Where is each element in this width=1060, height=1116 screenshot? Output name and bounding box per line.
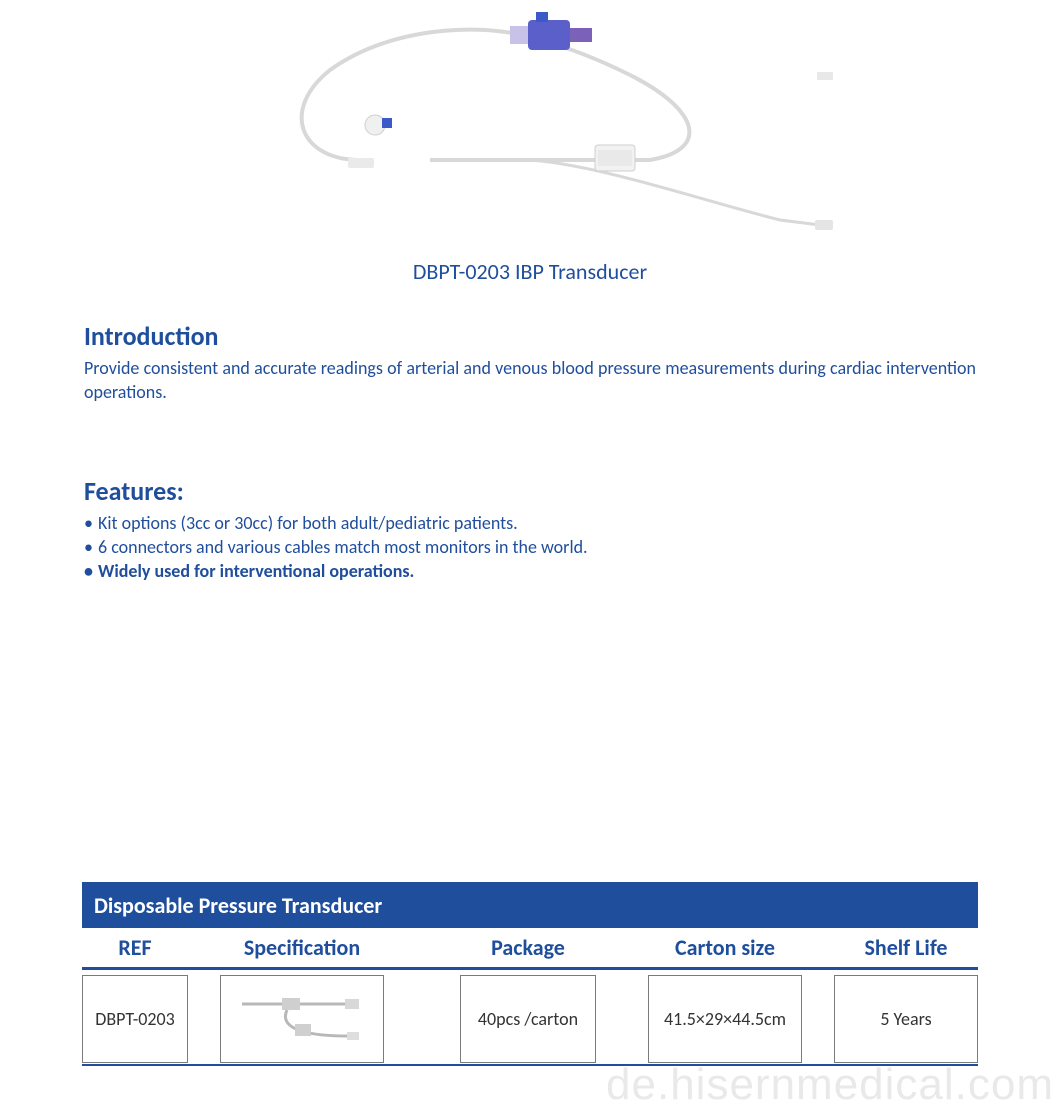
cell-ref: DBPT-0203	[82, 975, 188, 1063]
feature-item: Widely used for interventional operation…	[84, 559, 976, 583]
spec-table: Disposable Pressure Transducer REF Speci…	[82, 882, 978, 1066]
introduction-body: Provide consistent and accurate readings…	[84, 356, 976, 405]
product-image	[180, 0, 880, 240]
cell-carton: 41.5×29×44.5cm	[648, 975, 802, 1063]
product-title: DBPT-0203 IBP Transducer	[0, 258, 1060, 285]
th-carton: Carton size	[630, 934, 820, 961]
product-image-area	[0, 0, 1060, 250]
cell-shelf: 5 Years	[834, 975, 978, 1063]
features-section: Features: Kit options (3cc or 30cc) for …	[84, 475, 976, 584]
cell-package: 40pcs /carton	[460, 975, 596, 1063]
feature-item: 6 connectors and various cables match mo…	[84, 535, 976, 559]
table-header-row: REF Specification Package Carton size Sh…	[82, 928, 978, 970]
features-heading: Features:	[84, 475, 976, 507]
introduction-heading: Introduction	[84, 320, 976, 352]
features-list: Kit options (3cc or 30cc) for both adult…	[84, 511, 976, 584]
introduction-section: Introduction Provide consistent and accu…	[84, 320, 976, 405]
th-spec: Specification	[188, 934, 416, 961]
watermark: de.hisernmedical.com	[606, 1060, 1054, 1110]
th-package: Package	[446, 934, 610, 961]
th-shelf: Shelf Life	[834, 934, 978, 961]
table-row: DBPT-0203 40pcs /carton 41.5×29×44.5cm	[82, 974, 978, 1066]
th-ref: REF	[82, 934, 188, 961]
spec-thumb-icon	[227, 984, 377, 1054]
feature-item: Kit options (3cc or 30cc) for both adult…	[84, 511, 976, 535]
table-title-bar: Disposable Pressure Transducer	[82, 882, 978, 928]
cell-spec	[220, 975, 384, 1063]
